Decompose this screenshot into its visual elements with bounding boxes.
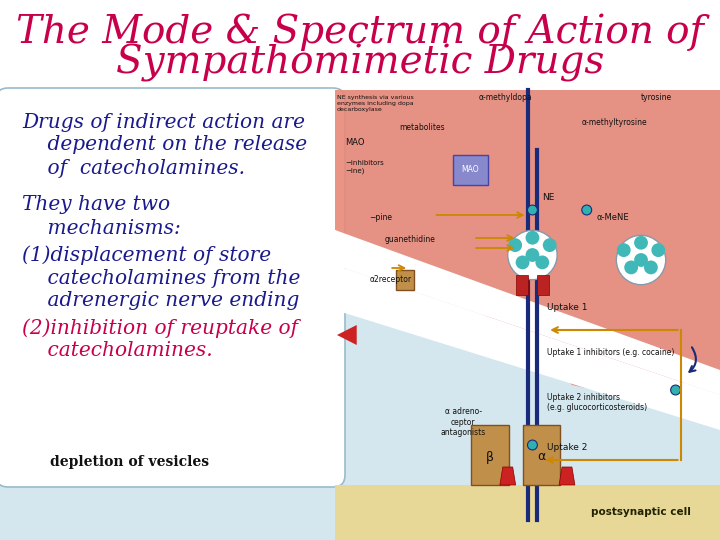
Text: tyrosine: tyrosine [641,93,672,102]
Text: Uptake 1 inhibitors (e.g. cocaine): Uptake 1 inhibitors (e.g. cocaine) [547,348,675,357]
Text: −pine: −pine [369,213,392,222]
Text: Drugs of indirect action are: Drugs of indirect action are [22,112,305,132]
Text: dependent on the release: dependent on the release [22,136,307,154]
Text: The Mode & Spectrum of Action of: The Mode & Spectrum of Action of [16,14,704,51]
Text: metabolites: metabolites [399,123,445,132]
Bar [396,270,414,290]
Text: catecholamines.: catecholamines. [22,341,212,361]
Circle shape [543,238,557,252]
Text: postsynaptic cell: postsynaptic cell [591,507,691,517]
Polygon shape [335,90,720,400]
Circle shape [536,255,549,269]
Text: adrenergic nerve ending: adrenergic nerve ending [22,292,300,310]
Bar [537,275,549,295]
Text: catecholamines from the: catecholamines from the [22,268,300,287]
Circle shape [526,231,539,245]
Text: They have two: They have two [22,195,170,214]
Text: guanethidine: guanethidine [384,235,435,244]
Bar [0,90,720,540]
Bar [471,425,509,485]
Polygon shape [337,325,356,345]
Circle shape [644,260,658,274]
Text: NE synthesis via various
enzymes including dopa
decarboxylase: NE synthesis via various enzymes includi… [337,95,414,112]
Text: Uptake 2: Uptake 2 [547,443,588,452]
Circle shape [634,253,648,267]
Circle shape [508,238,522,252]
Text: Sympathomimetic Drugs: Sympathomimetic Drugs [116,44,604,82]
FancyBboxPatch shape [0,88,345,487]
Text: α-methyldopa: α-methyldopa [478,93,532,102]
Text: Uptake 1: Uptake 1 [547,303,588,312]
Polygon shape [559,467,575,485]
Text: Uptake 2 inhibitors
(e.g. glucocorticosteroids): Uptake 2 inhibitors (e.g. glucocorticost… [547,393,647,412]
Circle shape [508,231,557,280]
Polygon shape [335,265,720,430]
Circle shape [582,205,592,215]
Circle shape [670,385,680,395]
Text: of  catecholamines.: of catecholamines. [22,159,245,178]
Circle shape [528,440,537,450]
Bar [523,425,560,485]
Polygon shape [500,467,516,485]
Circle shape [617,243,631,257]
Bar [335,90,720,540]
Text: NE: NE [542,193,554,202]
Bar [335,485,720,540]
Circle shape [528,205,537,215]
Circle shape [634,236,648,249]
Bar [516,275,528,295]
Text: α2receptor: α2receptor [369,275,412,284]
Text: MAO: MAO [345,138,364,147]
Bar [454,155,488,185]
Circle shape [624,260,638,274]
Text: α adreno-
ceptor
antagonists: α adreno- ceptor antagonists [441,407,486,437]
Text: α: α [537,450,546,463]
Circle shape [516,255,529,269]
Circle shape [652,243,665,257]
Text: (1)displacement of store: (1)displacement of store [22,245,271,265]
Text: β: β [486,450,494,463]
Polygon shape [335,230,720,395]
Text: −inhibitors
−ine): −inhibitors −ine) [345,160,384,173]
Text: α-methyltyrosine: α-methyltyrosine [582,118,647,127]
Circle shape [616,235,666,285]
Circle shape [526,248,539,262]
Text: MAO: MAO [462,165,479,174]
Text: mechanisms:: mechanisms: [22,219,181,238]
Text: (2)inhibition of reuptake of: (2)inhibition of reuptake of [22,318,298,338]
Text: depletion of vesicles: depletion of vesicles [50,455,209,469]
Text: α-MeNE: α-MeNE [597,213,629,222]
